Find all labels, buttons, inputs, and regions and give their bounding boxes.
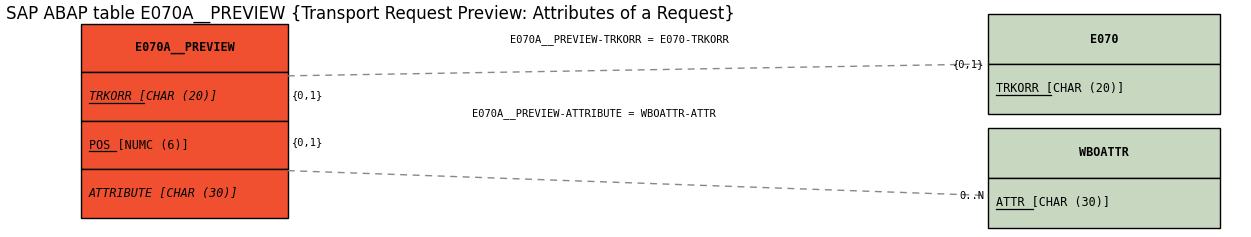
Text: POS: POS [89,139,110,152]
Bar [81,24,288,72]
Text: {0,1}: {0,1} [953,59,985,69]
Bar [81,121,288,169]
Bar [988,128,1220,178]
Text: ATTR: ATTR [996,196,1025,209]
Bar [81,72,288,121]
Text: E070A__PREVIEW: E070A__PREVIEW [135,41,234,55]
Text: 0..N: 0..N [960,191,985,201]
Bar [988,178,1220,228]
Bar [81,169,288,218]
Text: SAP ABAP table E070A__PREVIEW {Transport Request Preview: Attributes of a Reques: SAP ABAP table E070A__PREVIEW {Transport… [6,5,736,23]
Text: TRKORR [CHAR (20)]: TRKORR [CHAR (20)] [89,90,218,103]
Text: TRKORR [CHAR (20)]: TRKORR [CHAR (20)] [996,82,1125,95]
Text: E070: E070 [1090,33,1118,46]
Text: TRKORR: TRKORR [89,90,131,103]
Text: POS [NUMC (6)]: POS [NUMC (6)] [89,139,189,152]
Text: {0,1}: {0,1} [291,137,323,147]
Text: E070A__PREVIEW-TRKORR = E070-TRKORR: E070A__PREVIEW-TRKORR = E070-TRKORR [510,34,728,45]
Text: E070A__PREVIEW-ATTRIBUTE = WBOATTR-ATTR: E070A__PREVIEW-ATTRIBUTE = WBOATTR-ATTR [473,108,716,119]
Bar [988,64,1220,114]
Bar [988,14,1220,64]
Text: {0,1}: {0,1} [291,90,323,100]
Text: ATTRIBUTE [CHAR (30)]: ATTRIBUTE [CHAR (30)] [89,187,239,200]
Text: TRKORR: TRKORR [996,82,1038,95]
Text: WBOATTR: WBOATTR [1080,146,1128,159]
Text: ATTR [CHAR (30)]: ATTR [CHAR (30)] [996,196,1110,209]
